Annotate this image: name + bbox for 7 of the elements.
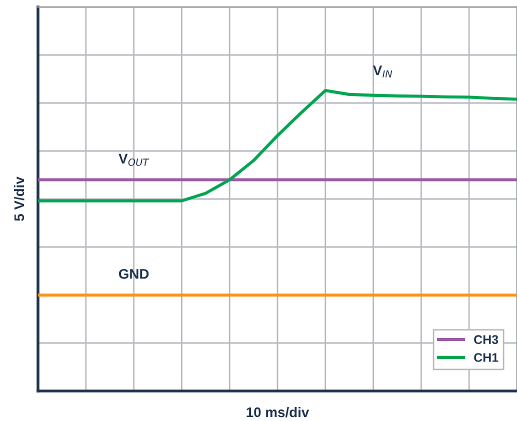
text: V$_{IN}$ — [372, 66, 392, 78]
x-axis-title: 10 ms/div — [246, 406, 310, 418]
y-axis-title: 5 V/div — [14, 176, 24, 221]
legend-label: CH3 — [474, 335, 498, 344]
annotation: V$_{OUT}$ — [118, 154, 150, 166]
annotation: GND — [118, 268, 149, 279]
legend-label: CH1 — [474, 353, 498, 362]
